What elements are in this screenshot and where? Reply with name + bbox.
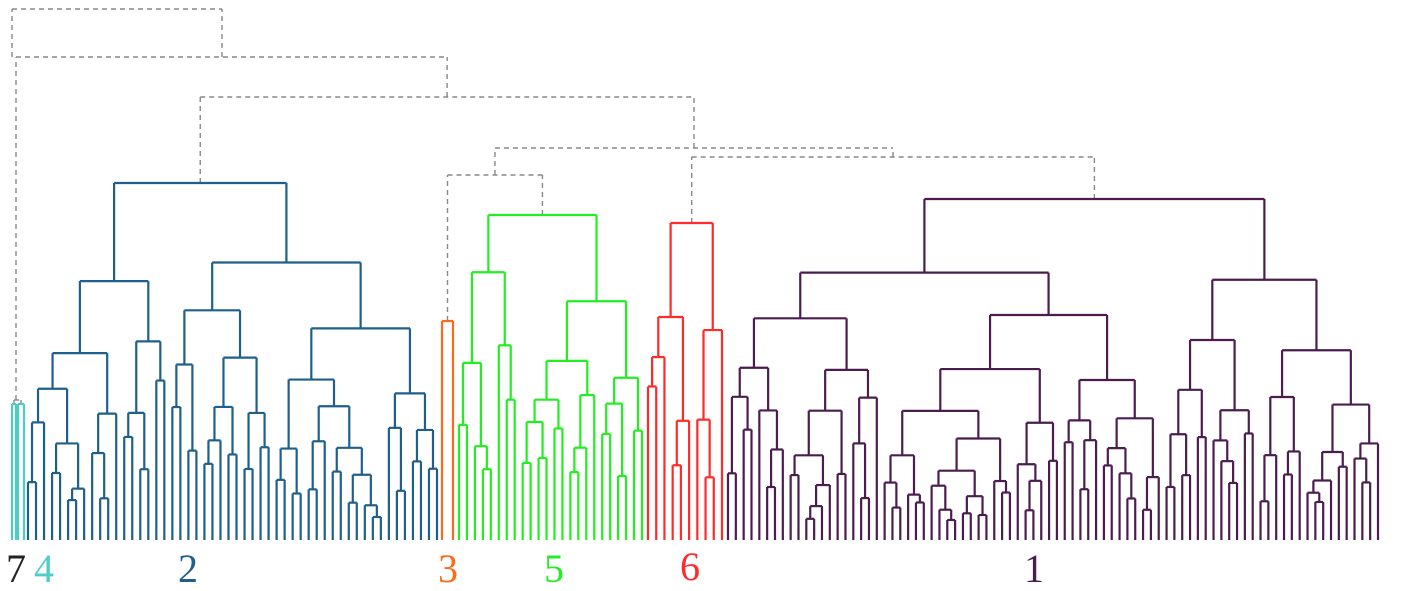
cluster-label-3: 3 [438, 546, 458, 591]
cluster-label-2: 2 [178, 546, 198, 591]
cluster-labels: 7 4 2 3 5 6 1 [6, 544, 1044, 591]
cluster-1-tree [726, 197, 1380, 540]
cluster-3-tree [440, 319, 455, 540]
cluster-label-4: 4 [34, 546, 54, 591]
top-level-links [11, 8, 1096, 404]
cluster-label-6: 6 [680, 544, 700, 589]
cluster-2-tree [26, 181, 439, 540]
cluster-7-tree [10, 402, 18, 540]
cluster-4-tree [16, 402, 26, 540]
cluster-branches [10, 181, 1380, 540]
cluster-label-5: 5 [544, 546, 564, 591]
cluster-6-tree [646, 221, 724, 540]
cluster-label-7: 7 [6, 546, 26, 591]
cluster-label-1: 1 [1024, 546, 1044, 591]
cluster-5-tree [457, 213, 644, 540]
